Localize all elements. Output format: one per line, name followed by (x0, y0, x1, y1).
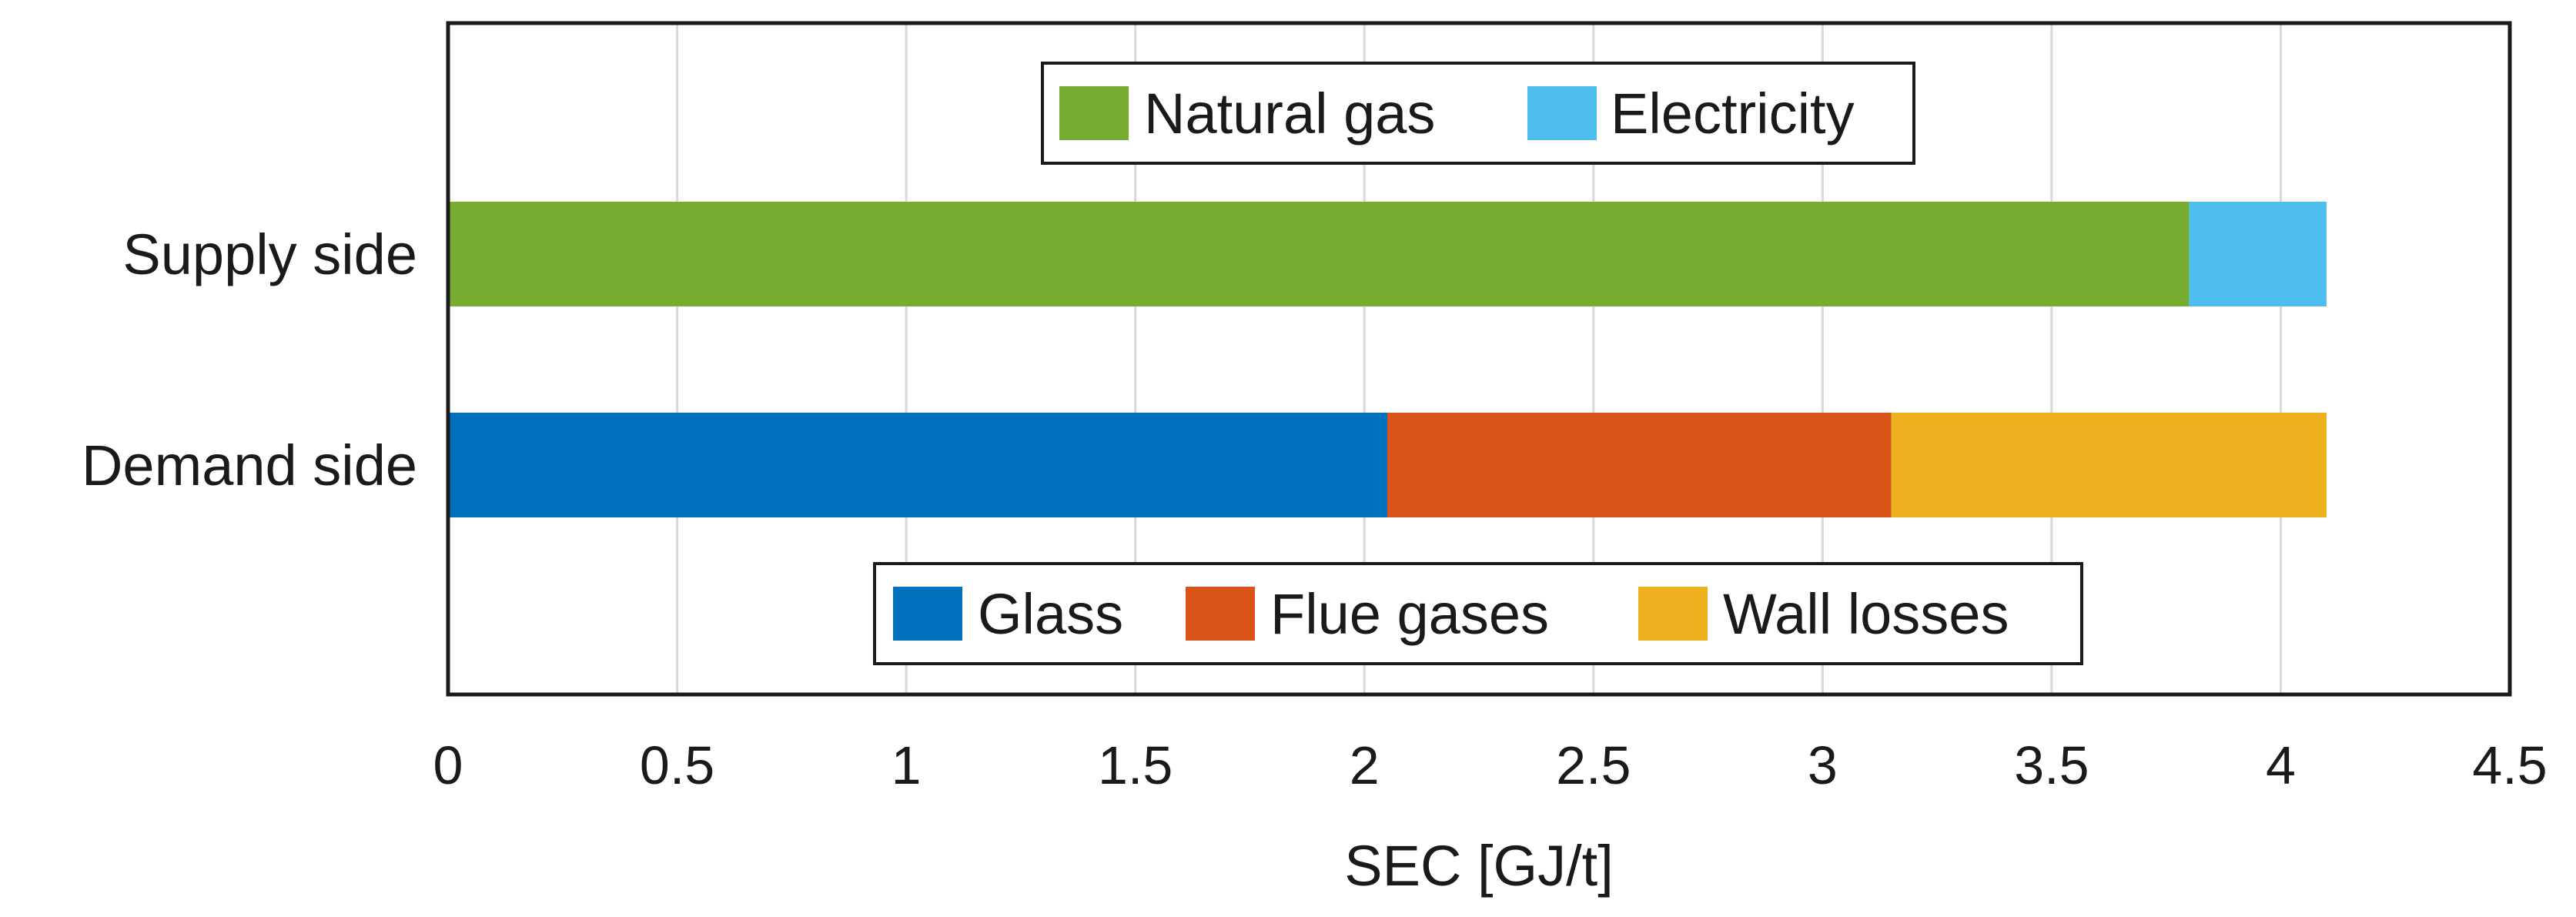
x-tick-label: 2 (1350, 735, 1380, 795)
x-tick-label: 1 (892, 735, 922, 795)
legend-swatch-flue-gases (1186, 587, 1255, 641)
legend-swatch-glass (893, 587, 962, 641)
x-tick-label: 1.5 (1098, 735, 1173, 795)
x-tick-label: 0 (433, 735, 463, 795)
legend-swatch-natural-gas (1059, 86, 1129, 140)
legend-swatch-electricity (1527, 86, 1597, 140)
bar-segment-glass (448, 413, 1387, 517)
legends: Natural gas Electricity Glass Flue gases Wal… (873, 62, 2083, 665)
legend-label: Glass (978, 582, 1123, 646)
x-axis-ticks: 0 0.5 1 1.5 2 2.5 3 3.5 4 4.5 (433, 735, 2548, 795)
x-tick-label: 3.5 (2014, 735, 2089, 795)
legend-bottom-center: Glass Flue gases Wall losses (873, 562, 2083, 665)
legend-swatch-wall-losses (1638, 587, 1708, 641)
x-axis-title: SEC [GJ/t] (1344, 834, 1614, 898)
bar-segment-natural-gas (448, 202, 2190, 306)
bar-segment-wall-losses (1891, 413, 2327, 517)
legend-label: Electricity (1611, 82, 1855, 146)
x-tick-label: 4 (2266, 735, 2296, 795)
category-label: Supply side (122, 223, 417, 286)
plot-frame (446, 21, 2512, 697)
legend-top-center: Natural gas Electricity (1041, 62, 1915, 165)
bars (448, 202, 2327, 517)
legend-label: Flue gases (1270, 582, 1549, 646)
legend-label: Wall losses (1723, 582, 2009, 646)
x-tick-label: 0.5 (640, 735, 714, 795)
bar-segment-electricity (2189, 202, 2327, 306)
x-tick-label: 4.5 (2472, 735, 2547, 795)
bar-segment-flue-gases (1387, 413, 1892, 517)
x-tick-label: 2.5 (1556, 735, 1631, 795)
legend-box (1041, 62, 1915, 165)
category-label: Demand side (82, 433, 417, 497)
y-axis-categories: Supply side Demand side (82, 223, 417, 497)
legend-label: Natural gas (1144, 82, 1435, 146)
legend-box (873, 562, 2083, 665)
x-tick-label: 3 (1808, 735, 1838, 795)
